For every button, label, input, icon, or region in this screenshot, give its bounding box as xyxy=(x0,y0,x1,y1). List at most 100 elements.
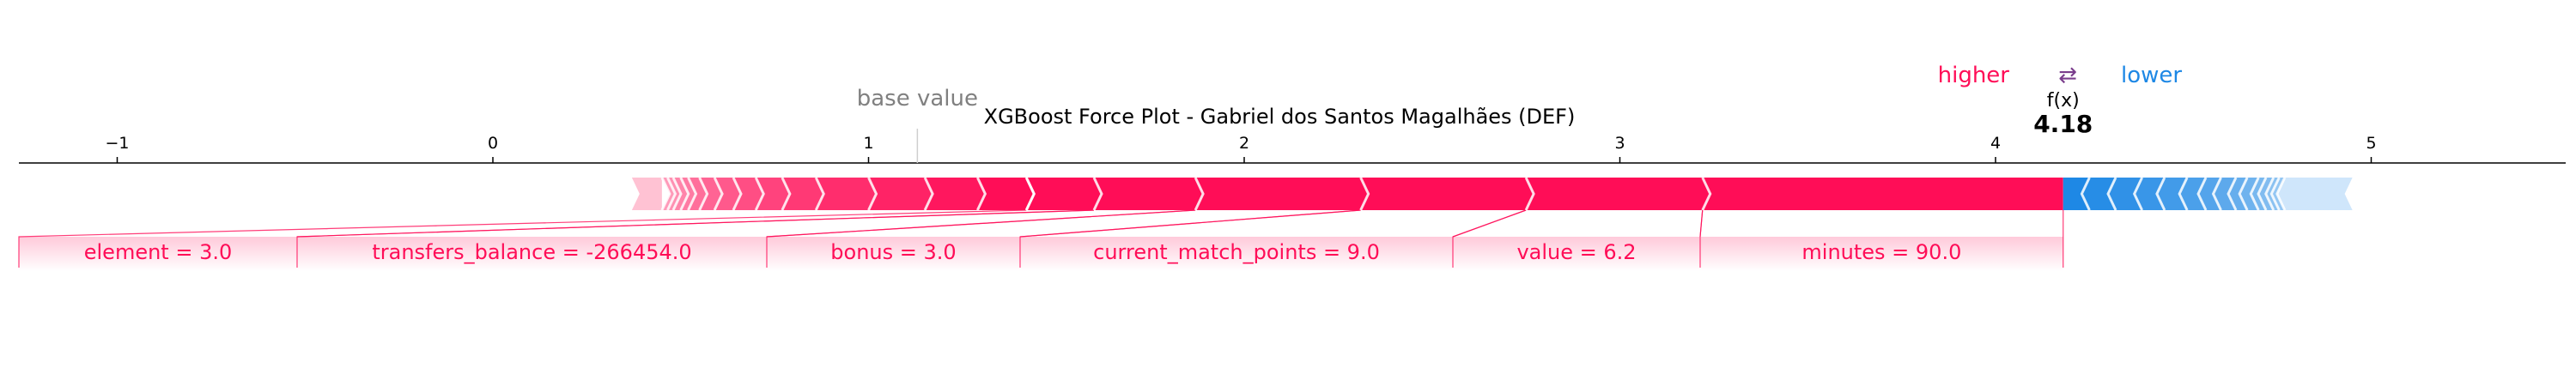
tick-label: 5 xyxy=(2366,134,2376,153)
chevron-separator xyxy=(1024,177,1036,211)
bar-segment xyxy=(977,178,1035,210)
legend-higher: higher xyxy=(1938,63,2010,88)
label-shade xyxy=(297,237,767,271)
bar-segment xyxy=(1094,178,1204,210)
feature-label: value = 6.2 xyxy=(1516,240,1636,264)
bar-segment xyxy=(1026,178,1102,210)
bar-segment xyxy=(1702,178,2063,210)
chevron-separator xyxy=(2227,177,2238,211)
bar-segment xyxy=(673,178,689,210)
bar-segment xyxy=(2179,178,2206,210)
bar-segment xyxy=(868,178,933,210)
chevron-separator xyxy=(2132,177,2143,211)
label-shade xyxy=(19,237,297,271)
chevron-separator xyxy=(2211,177,2222,211)
legend: higher ⇄ lower xyxy=(1938,63,2183,88)
chevron-separator xyxy=(732,177,743,211)
label-shade xyxy=(767,237,1020,271)
chevron-separator xyxy=(2080,177,2091,211)
output-value: 4.18 xyxy=(2033,110,2093,138)
chevron-separator xyxy=(814,177,825,211)
chevron-separator xyxy=(660,177,671,211)
bar-segment xyxy=(1360,178,1534,210)
bar-segment xyxy=(661,178,676,210)
feature-labels: element = 3.0 transfers_balance = -266454… xyxy=(84,240,1962,264)
negative-contributions xyxy=(2063,177,2353,211)
fx-label: f(x) xyxy=(2047,90,2080,112)
positive-contributions xyxy=(631,177,2063,211)
chevron-separator xyxy=(713,177,724,211)
bar-segment xyxy=(2108,178,2142,210)
feature-label: current_match_points = 9.0 xyxy=(1093,240,1380,264)
bar-segment xyxy=(2251,178,2266,210)
bar-segment xyxy=(1195,178,1369,210)
bar-segment xyxy=(2156,178,2188,210)
chevron-separator xyxy=(1359,177,1370,211)
label-shade xyxy=(1453,237,1700,271)
chevron-separator xyxy=(2264,177,2275,211)
chevron-separator xyxy=(1194,177,1205,211)
bar-segment xyxy=(680,178,696,210)
chevron-separator xyxy=(2106,177,2117,211)
bar-segment xyxy=(2081,178,2116,210)
chevron-separator xyxy=(781,177,792,211)
bar-segment xyxy=(2258,178,2274,210)
chart-title: XGBoost Force Plot - Gabriel dos Santos … xyxy=(984,105,1576,129)
chevron-separator xyxy=(2196,177,2208,211)
bar-segment xyxy=(1526,178,1710,210)
chevron-separator xyxy=(671,177,683,211)
bar-segment xyxy=(2265,178,2280,210)
tick-label: 1 xyxy=(863,134,873,153)
feature-label: transfers_balance = -266454.0 xyxy=(372,240,691,264)
chevron-separator xyxy=(2257,177,2268,211)
chevron-separator xyxy=(666,177,677,211)
bar-segment xyxy=(2198,178,2221,210)
chevron-separator xyxy=(1092,177,1103,211)
bar-segment xyxy=(756,178,790,210)
tick-label: 2 xyxy=(1239,134,1249,153)
bar-segment xyxy=(733,178,764,210)
bar-segment xyxy=(816,178,877,210)
tick-label: 3 xyxy=(1614,134,1625,153)
legend-lower: lower xyxy=(2121,63,2182,88)
chevron-separator xyxy=(2178,177,2189,211)
feature-label: element = 3.0 xyxy=(84,240,233,264)
label-shade xyxy=(1700,237,2063,271)
feature-label: minutes = 90.0 xyxy=(1801,240,1961,264)
label-connectors xyxy=(18,209,2064,271)
chevron-separator xyxy=(1524,177,1535,211)
chevron-separator xyxy=(698,177,709,211)
chevron-separator xyxy=(2269,177,2281,211)
tick-label: 0 xyxy=(488,134,498,153)
chevron-separator xyxy=(2249,177,2260,211)
bar-segment xyxy=(714,178,741,210)
x-axis-ticks: −1 0 1 2 3 4 5 xyxy=(105,134,2377,163)
negative-tail xyxy=(2276,178,2353,210)
bar-segment xyxy=(667,178,681,210)
bar-segment xyxy=(2271,178,2285,210)
chevron-separator xyxy=(976,177,987,211)
bar-segment xyxy=(2134,178,2165,210)
bar-segment xyxy=(925,178,986,210)
bar-segment xyxy=(2213,178,2236,210)
chevron-separator xyxy=(679,177,690,211)
chevron-separator xyxy=(2155,177,2166,211)
chevron-separator xyxy=(754,177,765,211)
chevron-separator xyxy=(2275,177,2287,211)
label-connector xyxy=(1699,209,1704,268)
bar-segment xyxy=(2063,178,2090,210)
chevron-separator xyxy=(2238,177,2249,211)
chevron-separator xyxy=(867,177,878,211)
chevron-separator xyxy=(1701,177,1712,211)
positive-tail xyxy=(631,178,662,210)
tick-label: −1 xyxy=(105,134,129,153)
tick-label: 4 xyxy=(1990,134,2001,153)
base-value-label: base value xyxy=(857,86,978,112)
feature-label: bonus = 3.0 xyxy=(830,240,956,264)
chevron-separator xyxy=(923,177,934,211)
bar-segment xyxy=(699,178,723,210)
legend-arrows-icon: ⇄ xyxy=(2058,63,2077,88)
chevron-separator xyxy=(687,177,698,211)
bar-segment xyxy=(781,178,824,210)
